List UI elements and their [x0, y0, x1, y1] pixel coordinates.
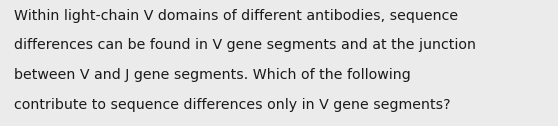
Text: Within light-chain V domains of different antibodies, sequence: Within light-chain V domains of differen… — [14, 9, 458, 23]
Text: contribute to sequence differences only in V gene segments?: contribute to sequence differences only … — [14, 98, 450, 112]
Text: differences can be found in V gene segments and at the junction: differences can be found in V gene segme… — [14, 38, 476, 52]
Text: between V and J gene segments. Which of the following: between V and J gene segments. Which of … — [14, 68, 411, 82]
